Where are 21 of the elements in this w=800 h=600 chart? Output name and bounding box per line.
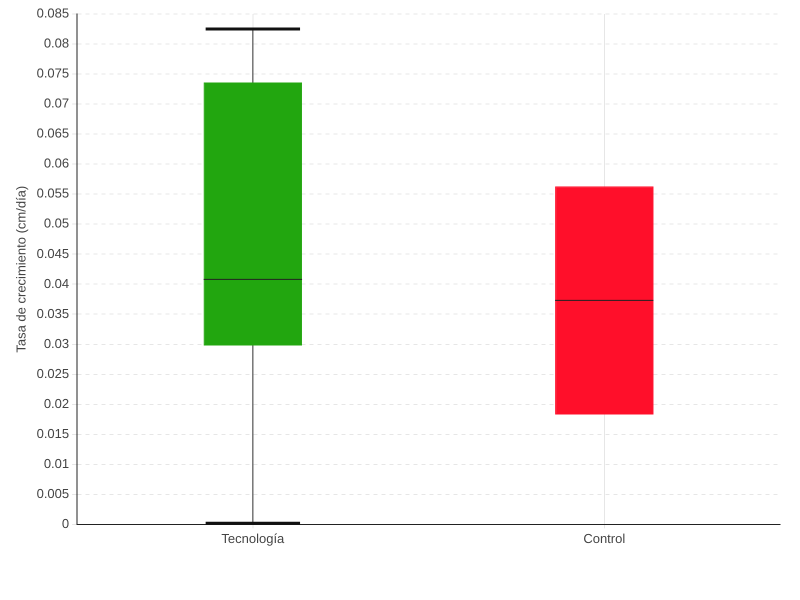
y-tick-label: 0.075: [36, 66, 70, 81]
x-tick-label: Control: [583, 530, 626, 546]
y-axis-title: Tasa de crecimiento (cm/día): [13, 186, 28, 353]
y-tick-label: 0.085: [36, 6, 70, 21]
y-tick-label: 0.005: [36, 486, 70, 501]
y-tick-label: 0.03: [44, 336, 70, 351]
y-tick-label: 0.025: [36, 366, 70, 381]
y-tick-label: 0.065: [36, 126, 70, 141]
y-tick-label: 0.01: [44, 456, 70, 471]
y-tick-label: 0.045: [36, 246, 70, 261]
x-tick-label: Tecnología: [221, 530, 286, 546]
y-tick-label: 0.055: [36, 186, 70, 201]
y-tick-label: 0.05: [44, 216, 70, 231]
y-tick-label: 0.035: [36, 306, 70, 321]
y-tick-label: 0.07: [44, 96, 70, 111]
y-tick-label: 0: [62, 516, 70, 531]
y-tick-label: 0.02: [44, 396, 70, 411]
y-tick-label: 0.08: [44, 36, 70, 51]
y-tick-label: 0.015: [36, 426, 70, 441]
y-tick-label: 0.06: [44, 156, 70, 171]
y-tick-label: 0.04: [44, 276, 70, 291]
